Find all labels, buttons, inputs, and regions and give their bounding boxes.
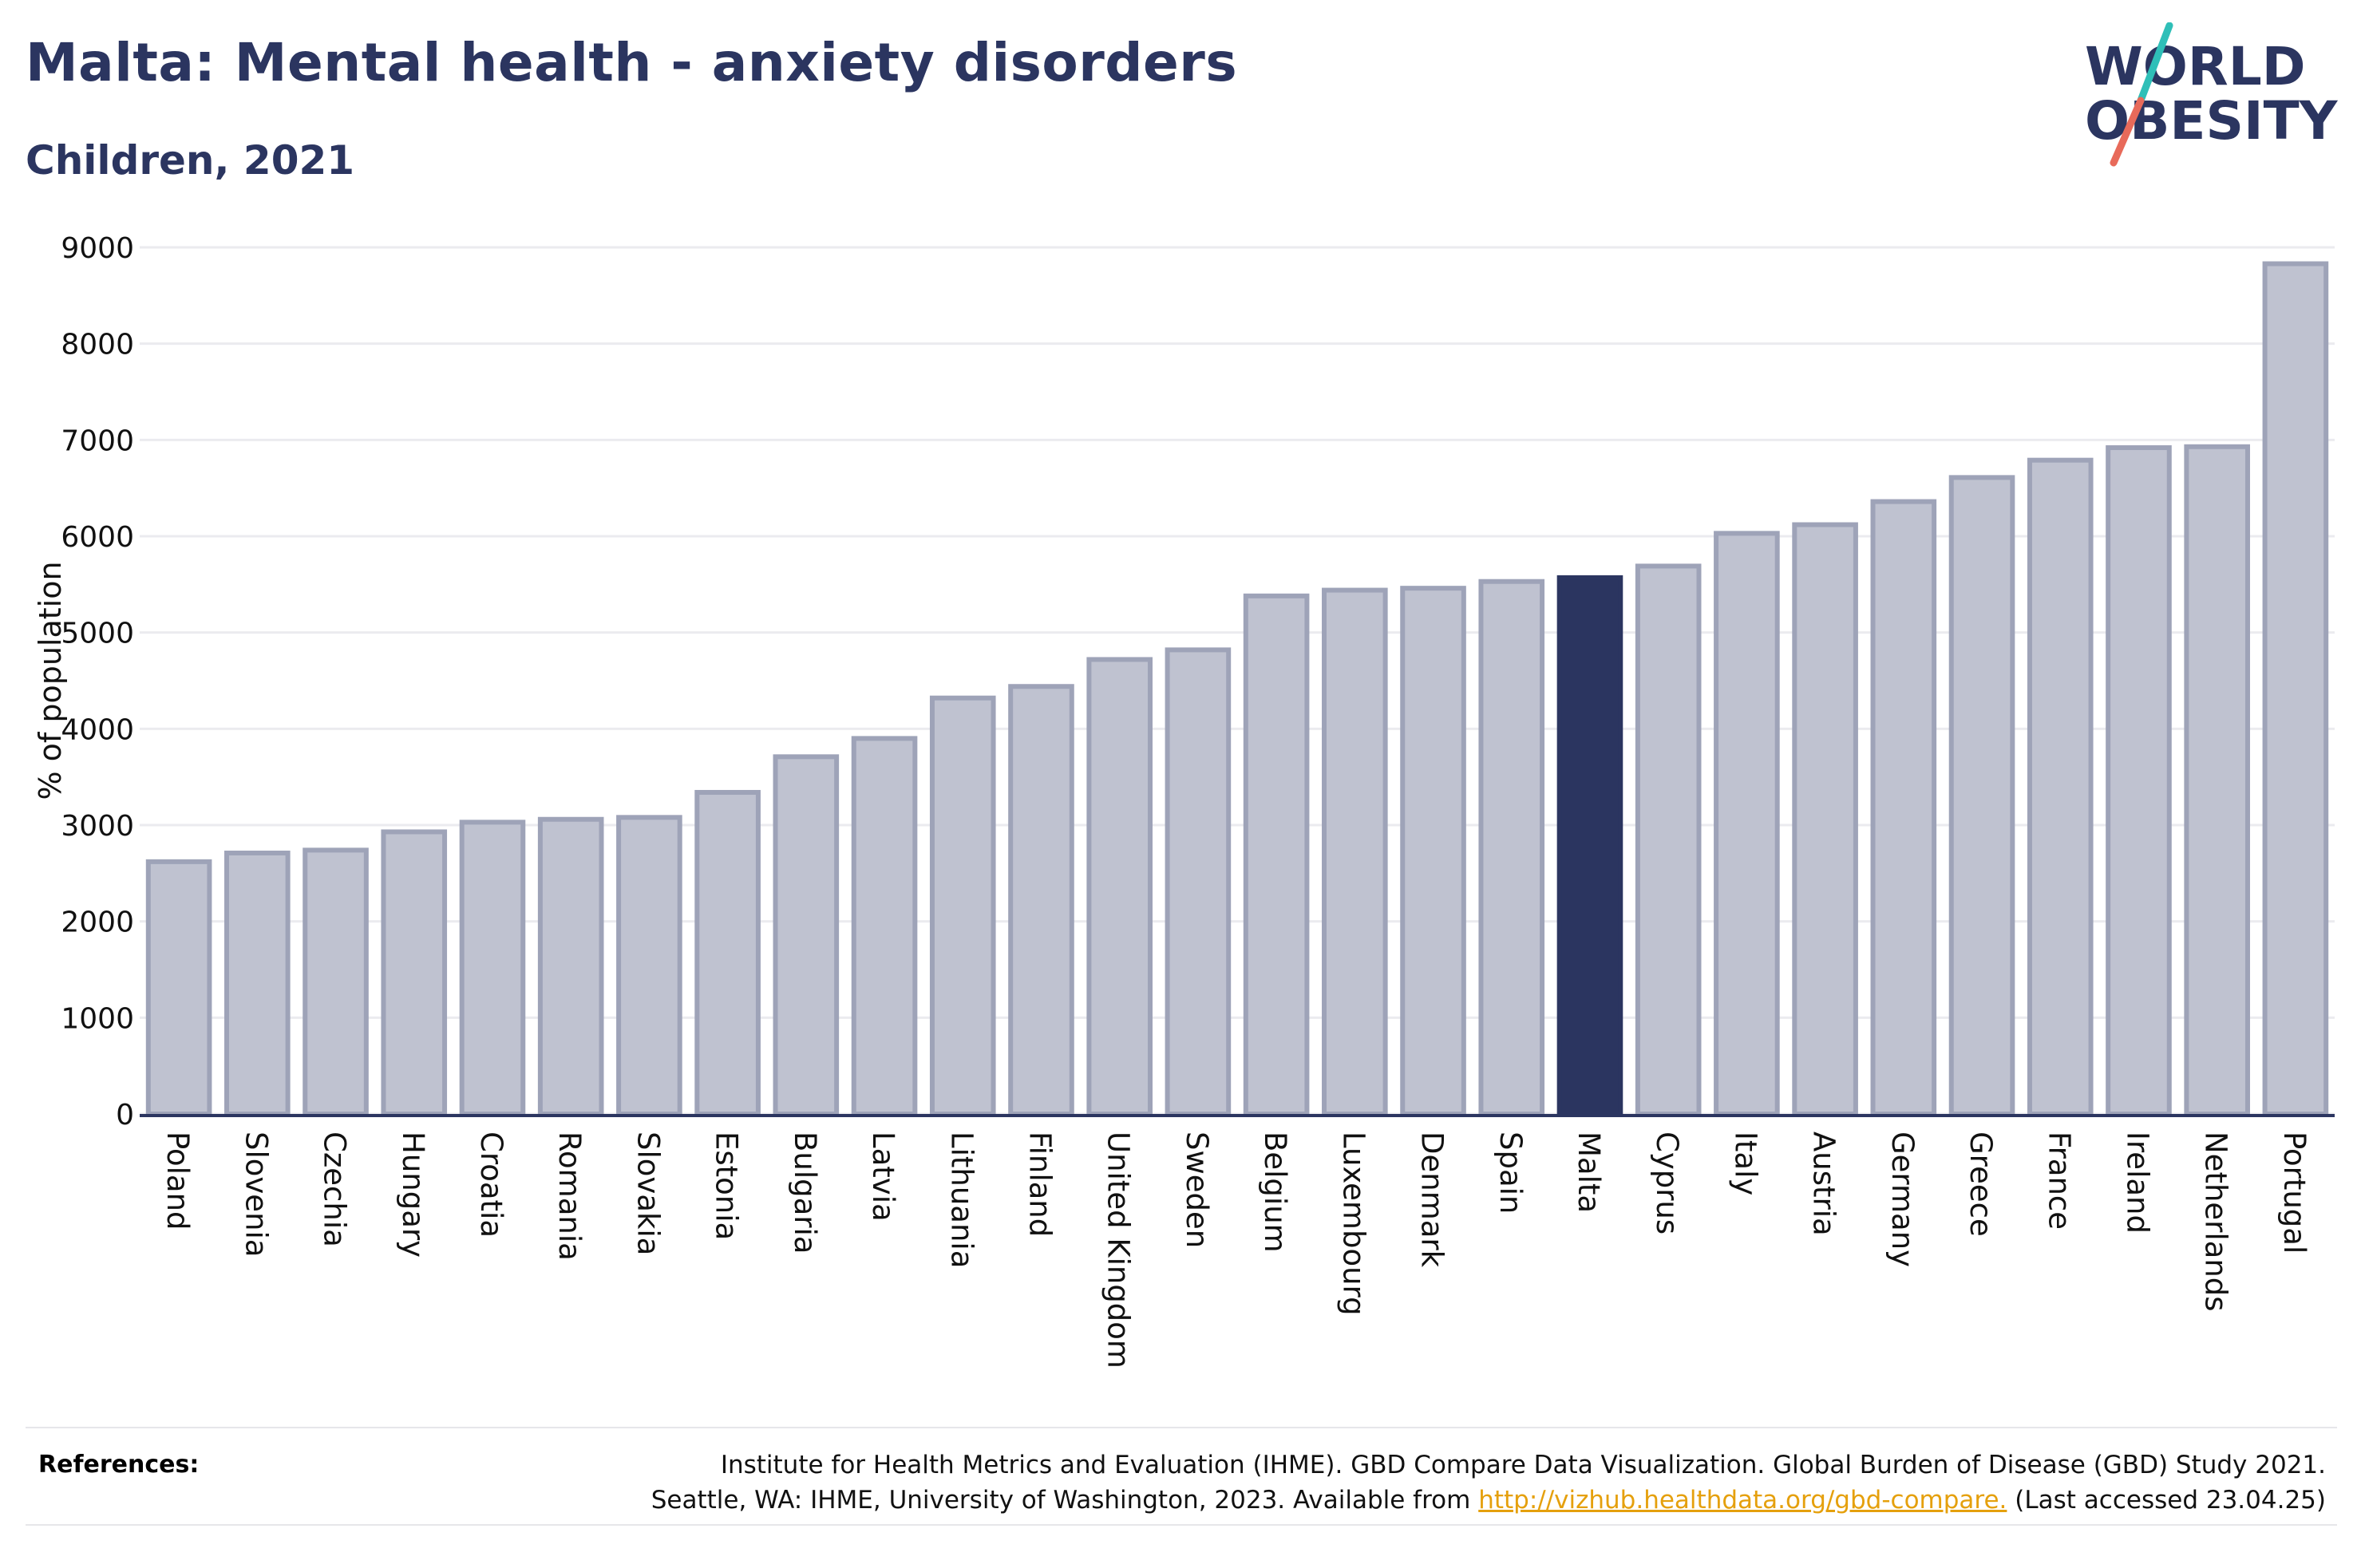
x-axis-tick-labels: Poland Slovenia Czechia Hungary Croatia Roman… <box>160 1132 2312 1369</box>
bar-malta <box>1556 575 1623 1116</box>
references-label: References: <box>38 1451 200 1479</box>
y-axis-label: % of population <box>33 561 68 800</box>
logo-line1: WORLD <box>2085 36 2306 97</box>
x-tick-label: Hungary <box>396 1132 430 1258</box>
x-tick-label: Austria <box>1807 1132 1841 1236</box>
bar-czechia <box>303 847 369 1116</box>
bar-denmark <box>1400 586 1466 1116</box>
references-bottom-rule <box>26 1524 2337 1526</box>
bar-ireland <box>2106 444 2172 1116</box>
bar-latvia <box>851 736 918 1117</box>
bar-belgium <box>1243 593 1310 1116</box>
bar-austria <box>1792 522 1858 1116</box>
bar-portugal <box>2262 261 2329 1117</box>
bar-france <box>2027 457 2094 1116</box>
x-tick-label: Latvia <box>866 1132 900 1222</box>
x-tick-label: Slovakia <box>631 1132 665 1255</box>
bar-lithuania <box>929 695 996 1116</box>
bar-bulgaria <box>773 754 840 1116</box>
x-tick-label: Poland <box>160 1132 195 1230</box>
x-tick-label: Ireland <box>2120 1132 2154 1234</box>
x-tick-label: Croatia <box>474 1132 508 1238</box>
reference-line1: Institute for Health Metrics and Evaluat… <box>720 1451 2326 1479</box>
x-tick-label: Netherlands <box>2199 1132 2233 1312</box>
bar-sweden <box>1165 647 1232 1116</box>
y-tick-label: 4000 <box>61 713 134 746</box>
reference-line2-suffix: (Last accessed 23.04.25) <box>2007 1486 2326 1515</box>
bar-cyprus <box>1635 563 1702 1116</box>
x-tick-label: Romania <box>552 1132 587 1261</box>
bar-slovakia <box>616 815 682 1116</box>
bar-germany <box>1870 499 1937 1116</box>
bar-chart: 0 1000 2000 3000 4000 5000 6000 7000 8000 9000 Po… <box>33 232 2335 1369</box>
bar-croatia <box>459 820 526 1116</box>
references-top-rule <box>26 1427 2337 1428</box>
x-tick-label: Slovenia <box>239 1132 273 1257</box>
bar-spain <box>1478 579 1545 1116</box>
x-tick-label: Finland <box>1022 1132 1057 1237</box>
bar-italy <box>1714 531 1780 1116</box>
x-tick-label: Germany <box>1885 1132 1920 1267</box>
x-tick-label: Sweden <box>1180 1132 1214 1248</box>
x-tick-label: Belgium <box>1258 1132 1292 1253</box>
reference-line2-prefix: Seattle, WA: IHME, University of Washing… <box>651 1486 1479 1515</box>
bar-greece <box>1948 475 2015 1116</box>
bar-romania <box>537 816 604 1116</box>
y-tick-label: 7000 <box>61 425 134 457</box>
y-tick-label: 6000 <box>61 521 134 554</box>
y-tick-label: 9000 <box>61 232 134 265</box>
logo-slash-coral <box>2110 97 2145 167</box>
x-tick-label: France <box>2042 1132 2076 1230</box>
bar-slovenia <box>224 850 291 1116</box>
y-tick-label: 8000 <box>61 329 134 361</box>
bar-luxembourg <box>1322 587 1388 1116</box>
x-tick-label: United Kingdom <box>1101 1132 1136 1369</box>
reference-link[interactable]: http://vizhub.healthdata.org/gbd-compare… <box>1478 1486 2007 1515</box>
x-tick-label: Italy <box>1728 1132 1762 1195</box>
x-tick-label: Estonia <box>710 1132 744 1240</box>
x-tick-label: Luxembourg <box>1336 1132 1370 1316</box>
y-tick-label: 2000 <box>61 906 134 939</box>
x-tick-label: Denmark <box>1415 1132 1449 1268</box>
bar-poland <box>145 859 212 1117</box>
world-obesity-logo: WORLD OBESITY <box>2085 22 2339 167</box>
x-tick-label: Portugal <box>2277 1132 2312 1254</box>
bar-finland <box>1008 684 1074 1116</box>
y-axis-ticks: 0 1000 2000 3000 4000 5000 6000 7000 8000 9000 <box>61 232 134 1132</box>
x-tick-label: Czechia <box>318 1132 352 1247</box>
x-tick-label: Greece <box>1964 1132 1998 1237</box>
bar-netherlands <box>2184 444 2250 1116</box>
logo-slash-teal <box>2137 22 2173 105</box>
y-tick-label: 5000 <box>61 618 134 650</box>
chart-subtitle: Children, 2021 <box>26 137 355 184</box>
references-text: Institute for Health Metrics and Evaluat… <box>490 1448 2326 1518</box>
x-tick-label: Lithuania <box>944 1132 979 1268</box>
x-tick-label: Cyprus <box>1650 1132 1684 1234</box>
y-tick-label: 3000 <box>61 810 134 843</box>
y-tick-label: 1000 <box>61 1002 134 1035</box>
bar-estonia <box>694 789 761 1116</box>
x-tick-label: Malta <box>1572 1132 1606 1213</box>
bar-united-kingdom <box>1086 657 1153 1116</box>
x-tick-label: Bulgaria <box>788 1132 822 1254</box>
bars <box>145 261 2329 1117</box>
bar-hungary <box>381 829 448 1116</box>
x-tick-label: Spain <box>1493 1132 1528 1214</box>
logo-line2: OBESITY <box>2085 90 2339 152</box>
y-tick-label: 0 <box>116 1099 134 1132</box>
chart-title: Malta: Mental health - anxiety disorders <box>26 32 1238 93</box>
